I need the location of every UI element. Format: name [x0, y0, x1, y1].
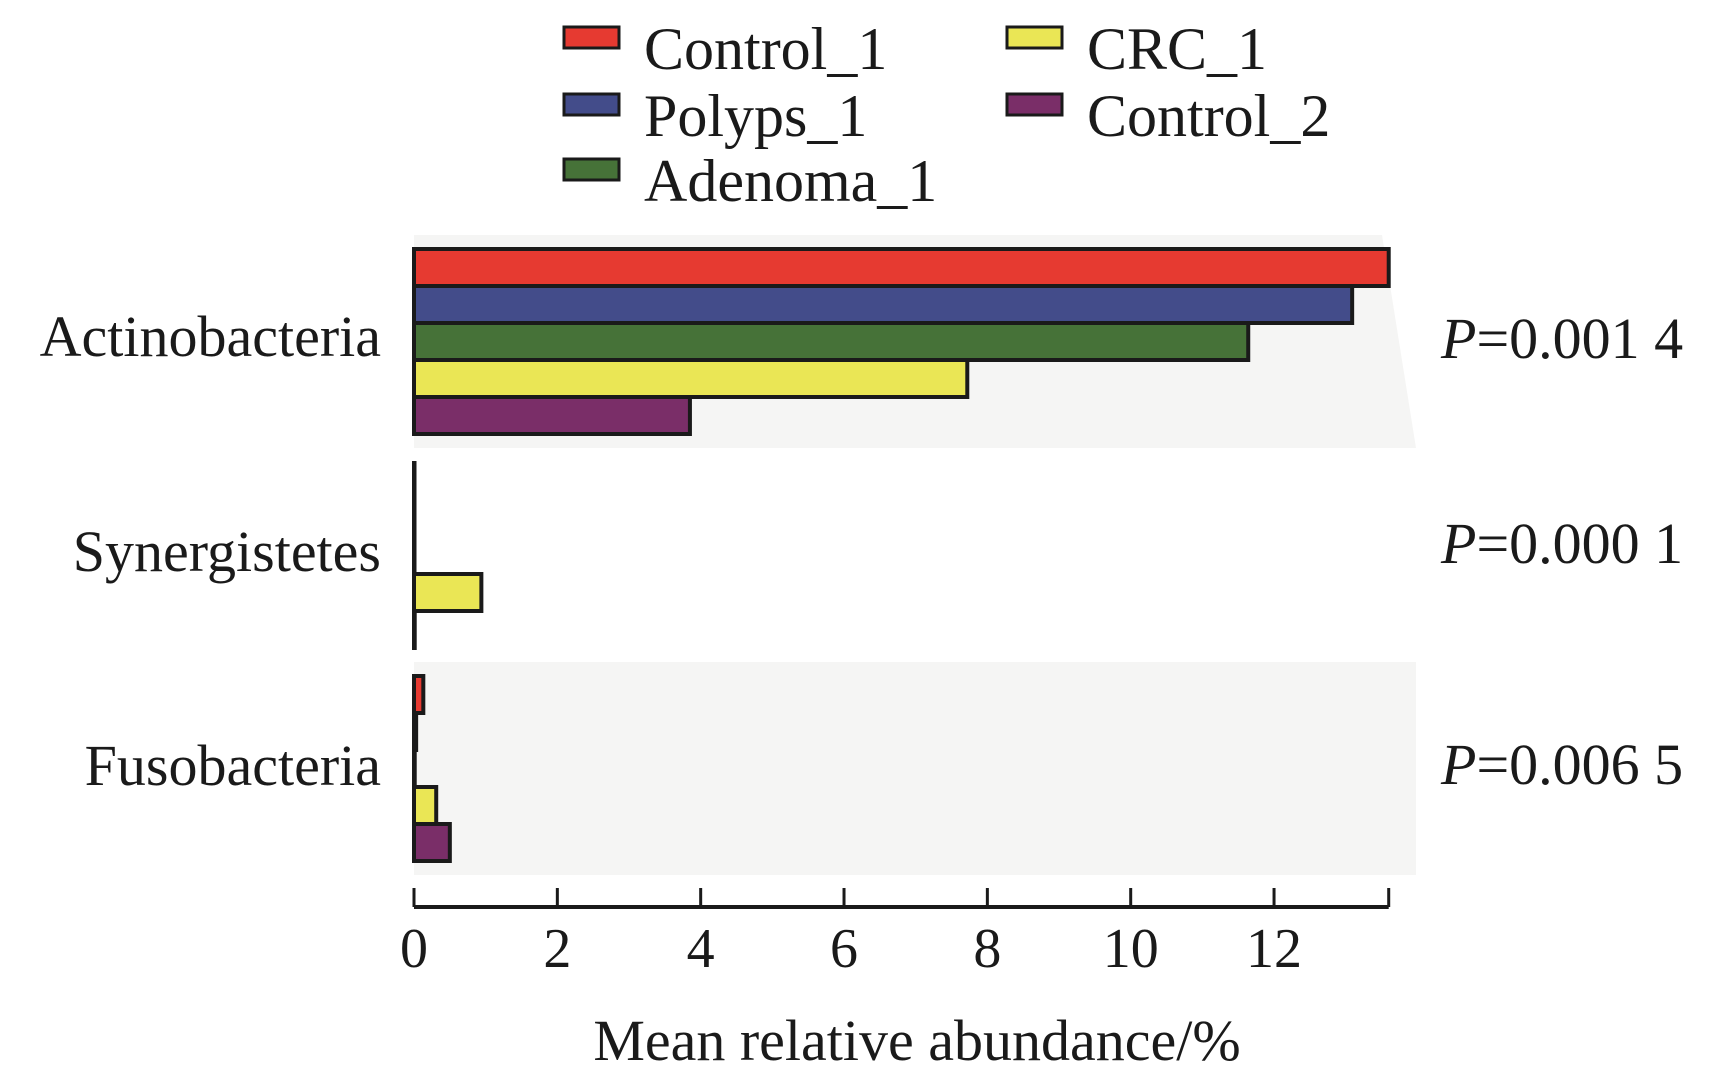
bars [412, 247, 1391, 863]
legend-swatch [562, 157, 621, 182]
bar [412, 284, 1355, 325]
x-axis: 0 2 4 6 8 10 12 [400, 888, 1391, 980]
p-symbol: P [1440, 511, 1476, 576]
legend-item: CRC_1 [1005, 16, 1267, 82]
p-value-label: P=0.001 4 [1440, 306, 1683, 371]
x-tick-label: 4 [687, 918, 715, 980]
bar [412, 395, 692, 436]
bar [412, 461, 417, 502]
x-axis-title: Mean relative abundance/% [593, 1008, 1240, 1073]
legend-label: Adenoma_1 [644, 148, 937, 214]
bar [412, 358, 970, 399]
bar [412, 674, 426, 715]
legend-swatch [562, 92, 621, 117]
x-tick-label: 8 [973, 918, 1001, 980]
bar [412, 498, 417, 539]
p-value: =0.001 4 [1476, 306, 1683, 371]
x-tick-label: 12 [1246, 918, 1302, 980]
p-symbol: P [1440, 732, 1476, 797]
x-tick-label: 0 [400, 918, 428, 980]
category-labels: Actinobacteria Synergistetes Fusobacteria [40, 304, 381, 798]
legend-item: Polyps_1 [562, 83, 867, 149]
category-label: Synergistetes [73, 519, 381, 584]
p-value-annotations: P=0.001 4P=0.000 1P=0.006 5 [1440, 306, 1683, 797]
bar [412, 321, 1251, 362]
legend-swatch [562, 25, 621, 50]
category-label: Fusobacteria [85, 733, 381, 798]
bar [412, 785, 439, 826]
p-value-label: P=0.006 5 [1440, 732, 1683, 797]
category-band [414, 662, 1416, 875]
legend-label: Control_2 [1087, 83, 1330, 149]
bar [412, 711, 419, 752]
p-symbol: P [1440, 306, 1476, 371]
bar [412, 572, 484, 613]
legend-label: Control_1 [644, 16, 887, 82]
bar [412, 535, 417, 576]
legend-label: Polyps_1 [644, 83, 867, 149]
legend-item: Control_1 [562, 16, 887, 82]
legend-label: CRC_1 [1087, 16, 1267, 82]
x-tick-label: 6 [830, 918, 858, 980]
legend-item: Control_2 [1005, 83, 1330, 149]
bar [412, 247, 1391, 288]
bar [412, 822, 452, 863]
p-value: =0.000 1 [1476, 511, 1683, 576]
legend-swatch [1005, 92, 1064, 117]
category-label: Actinobacteria [40, 304, 381, 369]
bar [412, 748, 417, 789]
legend-item: Adenoma_1 [562, 148, 937, 214]
legend-swatch [1005, 25, 1064, 50]
bar [412, 609, 417, 650]
x-tick-label: 10 [1103, 918, 1159, 980]
p-value-label: P=0.000 1 [1440, 511, 1683, 576]
p-value: =0.006 5 [1476, 732, 1683, 797]
x-tick-label: 2 [543, 918, 571, 980]
